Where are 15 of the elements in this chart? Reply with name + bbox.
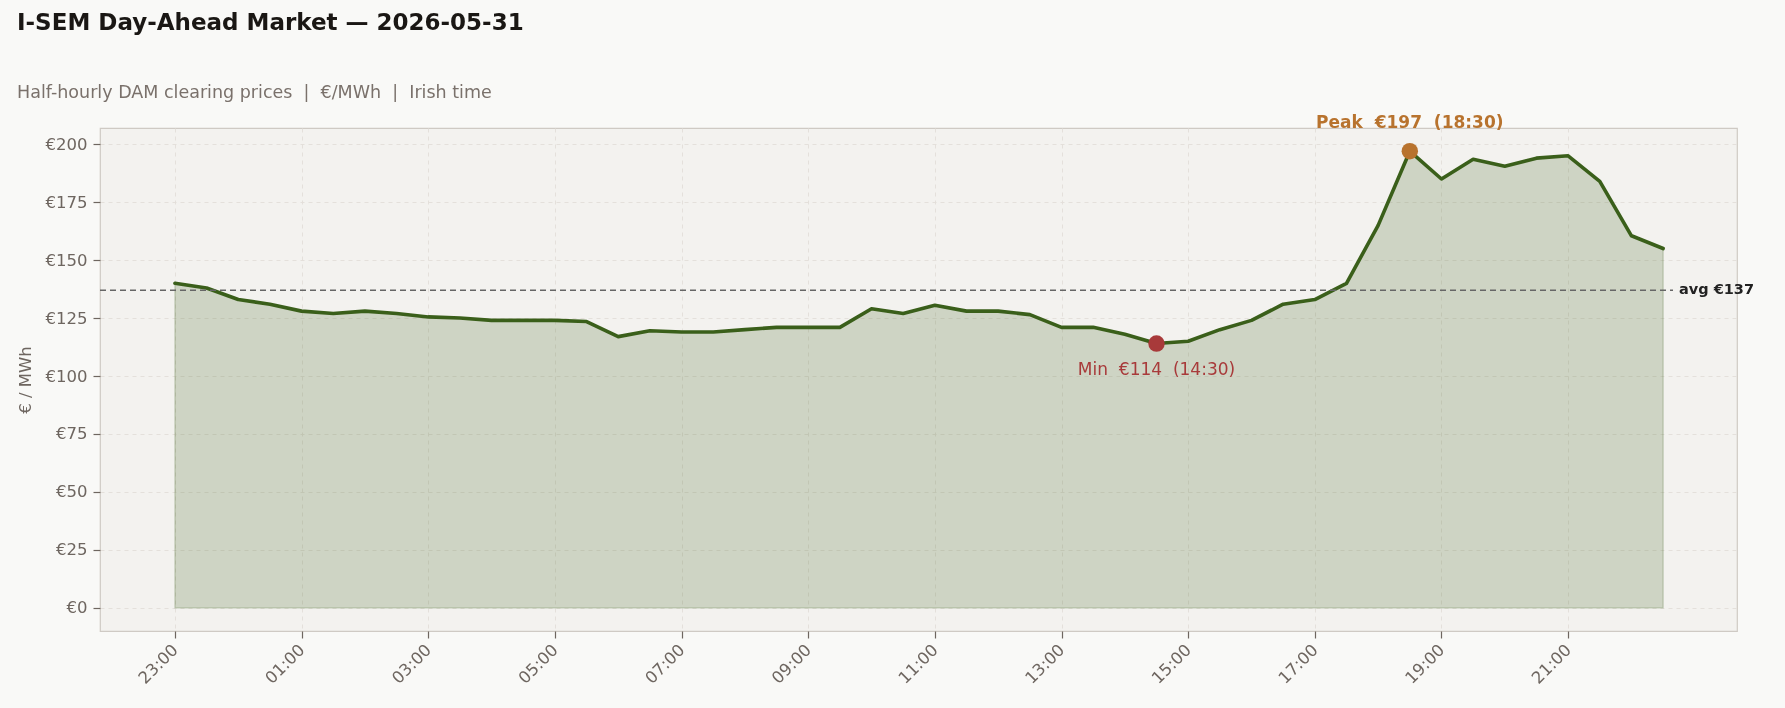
y-tick-label: €100 bbox=[45, 366, 88, 386]
y-axis-title: € / MWh bbox=[15, 346, 35, 414]
annotation: Min €114 (14:30) bbox=[1077, 358, 1236, 379]
y-tick-label: €125 bbox=[45, 308, 88, 328]
chart-subtitle: Half-hourly DAM clearing prices | €/MWh | Irish time bbox=[17, 81, 492, 102]
ref-line-label: avg €137 bbox=[1679, 281, 1755, 298]
y-tick-label: €50 bbox=[56, 482, 88, 502]
y-tick-label: €75 bbox=[56, 424, 88, 444]
chart-title: I-SEM Day-Ahead Market — 2026-05-31 bbox=[17, 8, 524, 35]
y-tick-label: €0 bbox=[66, 598, 88, 618]
y-tick-label: €150 bbox=[45, 250, 88, 270]
annotation: Peak €197 (18:30) bbox=[1316, 112, 1504, 133]
y-tick-label: €175 bbox=[45, 192, 88, 212]
y-tick-label: €200 bbox=[45, 134, 88, 154]
y-tick-label: €25 bbox=[56, 540, 88, 560]
